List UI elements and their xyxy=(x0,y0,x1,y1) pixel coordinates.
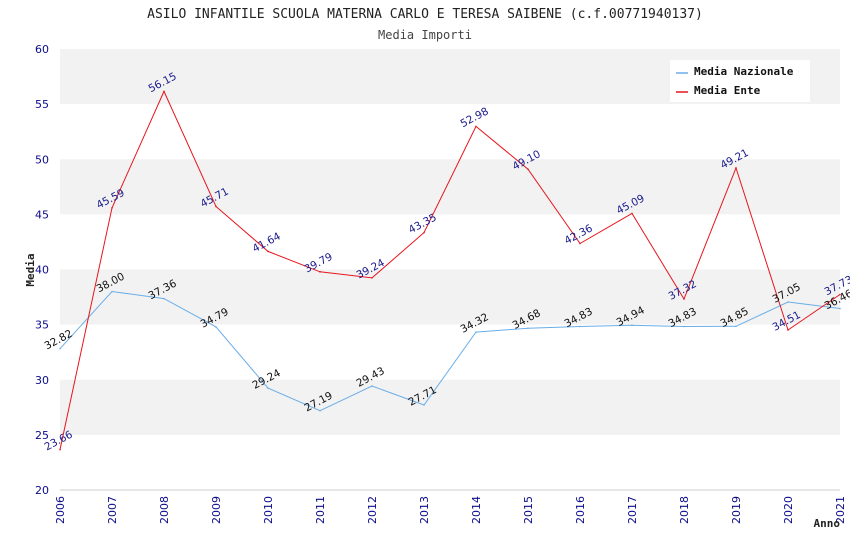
data-point xyxy=(267,250,269,253)
legend: Media Nazionale Media Ente xyxy=(670,60,810,102)
x-tick-label: 2015 xyxy=(522,496,535,524)
x-tick-label: 2019 xyxy=(730,496,743,524)
data-point xyxy=(839,293,841,296)
grid-band xyxy=(60,324,840,380)
series-line-1 xyxy=(59,90,841,450)
data-point xyxy=(735,325,737,328)
y-tick-label: 60 xyxy=(35,43,49,56)
data-point xyxy=(423,231,425,234)
data-point xyxy=(839,307,841,310)
x-tick-label: 2014 xyxy=(470,496,483,524)
data-point xyxy=(371,277,373,279)
x-axis-label: Anno xyxy=(814,517,841,530)
y-tick-label: 40 xyxy=(35,264,49,277)
y-axis-label: Media xyxy=(24,253,37,286)
x-tick-label: 2012 xyxy=(366,496,379,524)
x-tick-label: 2008 xyxy=(158,496,171,524)
data-point xyxy=(683,298,685,300)
y-axis-ticks: 20 25 30 35 40 45 50 55 60 xyxy=(35,43,49,497)
data-point xyxy=(111,290,113,293)
x-axis-ticks: 2006 2007 2008 2009 2010 2011 2012 2013 2014 2015… xyxy=(54,496,847,524)
x-tick-label: 2020 xyxy=(782,496,795,524)
data-point xyxy=(735,167,737,169)
x-tick-label: 2007 xyxy=(106,496,119,524)
chart-subtitle: Media Importi xyxy=(378,28,472,42)
x-tick-label: 2006 xyxy=(54,496,67,524)
data-point xyxy=(423,404,425,406)
grid-band xyxy=(60,104,840,160)
grid-band xyxy=(60,159,840,215)
data-point xyxy=(59,347,61,350)
data-point xyxy=(631,212,633,215)
data-point xyxy=(215,205,217,208)
data-point xyxy=(527,327,529,329)
data-point xyxy=(579,242,581,245)
grid-band xyxy=(60,214,840,270)
data-point xyxy=(267,387,269,389)
x-tick-label: 2017 xyxy=(626,496,639,524)
y-tick-label: 55 xyxy=(35,98,49,111)
x-tick-label: 2013 xyxy=(418,496,431,524)
x-tick-label: 2016 xyxy=(574,496,587,524)
data-point xyxy=(319,409,321,412)
y-tick-label: 45 xyxy=(35,208,49,221)
legend-label-media-nazionale: Media Nazionale xyxy=(694,65,794,78)
y-tick-label: 35 xyxy=(35,319,49,332)
series-lines xyxy=(59,90,841,451)
data-point xyxy=(683,325,685,328)
data-point xyxy=(787,301,789,303)
data-point xyxy=(579,325,581,328)
data-point xyxy=(527,168,529,170)
y-tick-label: 20 xyxy=(35,484,49,497)
x-tick-label: 2009 xyxy=(210,496,223,524)
data-point xyxy=(631,324,633,327)
y-tick-label: 30 xyxy=(35,374,49,387)
x-tick-label: 2010 xyxy=(262,496,275,524)
data-point xyxy=(163,297,165,300)
data-point xyxy=(475,125,477,128)
data-point xyxy=(787,329,789,331)
legend-label-media-ente: Media Ente xyxy=(694,84,761,97)
y-tick-label: 50 xyxy=(35,153,49,166)
grid-bands xyxy=(60,49,840,491)
data-point xyxy=(163,90,165,93)
y-tick-label: 25 xyxy=(35,429,49,442)
chart-title: ASILO INFANTILE SCUOLA MATERNA CARLO E T… xyxy=(147,7,703,22)
data-point xyxy=(371,385,373,387)
series-line-0 xyxy=(59,290,841,412)
x-tick-label: 2018 xyxy=(678,496,691,524)
grid-band xyxy=(60,269,840,325)
legend-box xyxy=(670,60,810,102)
x-tick-label: 2021 xyxy=(834,496,847,524)
x-tick-label: 2011 xyxy=(314,496,327,524)
data-point xyxy=(111,207,113,209)
data-point xyxy=(475,331,477,333)
data-point xyxy=(59,448,61,451)
grid-band xyxy=(60,434,840,490)
data-point xyxy=(319,271,321,273)
data-point xyxy=(215,326,217,328)
grid-band xyxy=(60,379,840,435)
